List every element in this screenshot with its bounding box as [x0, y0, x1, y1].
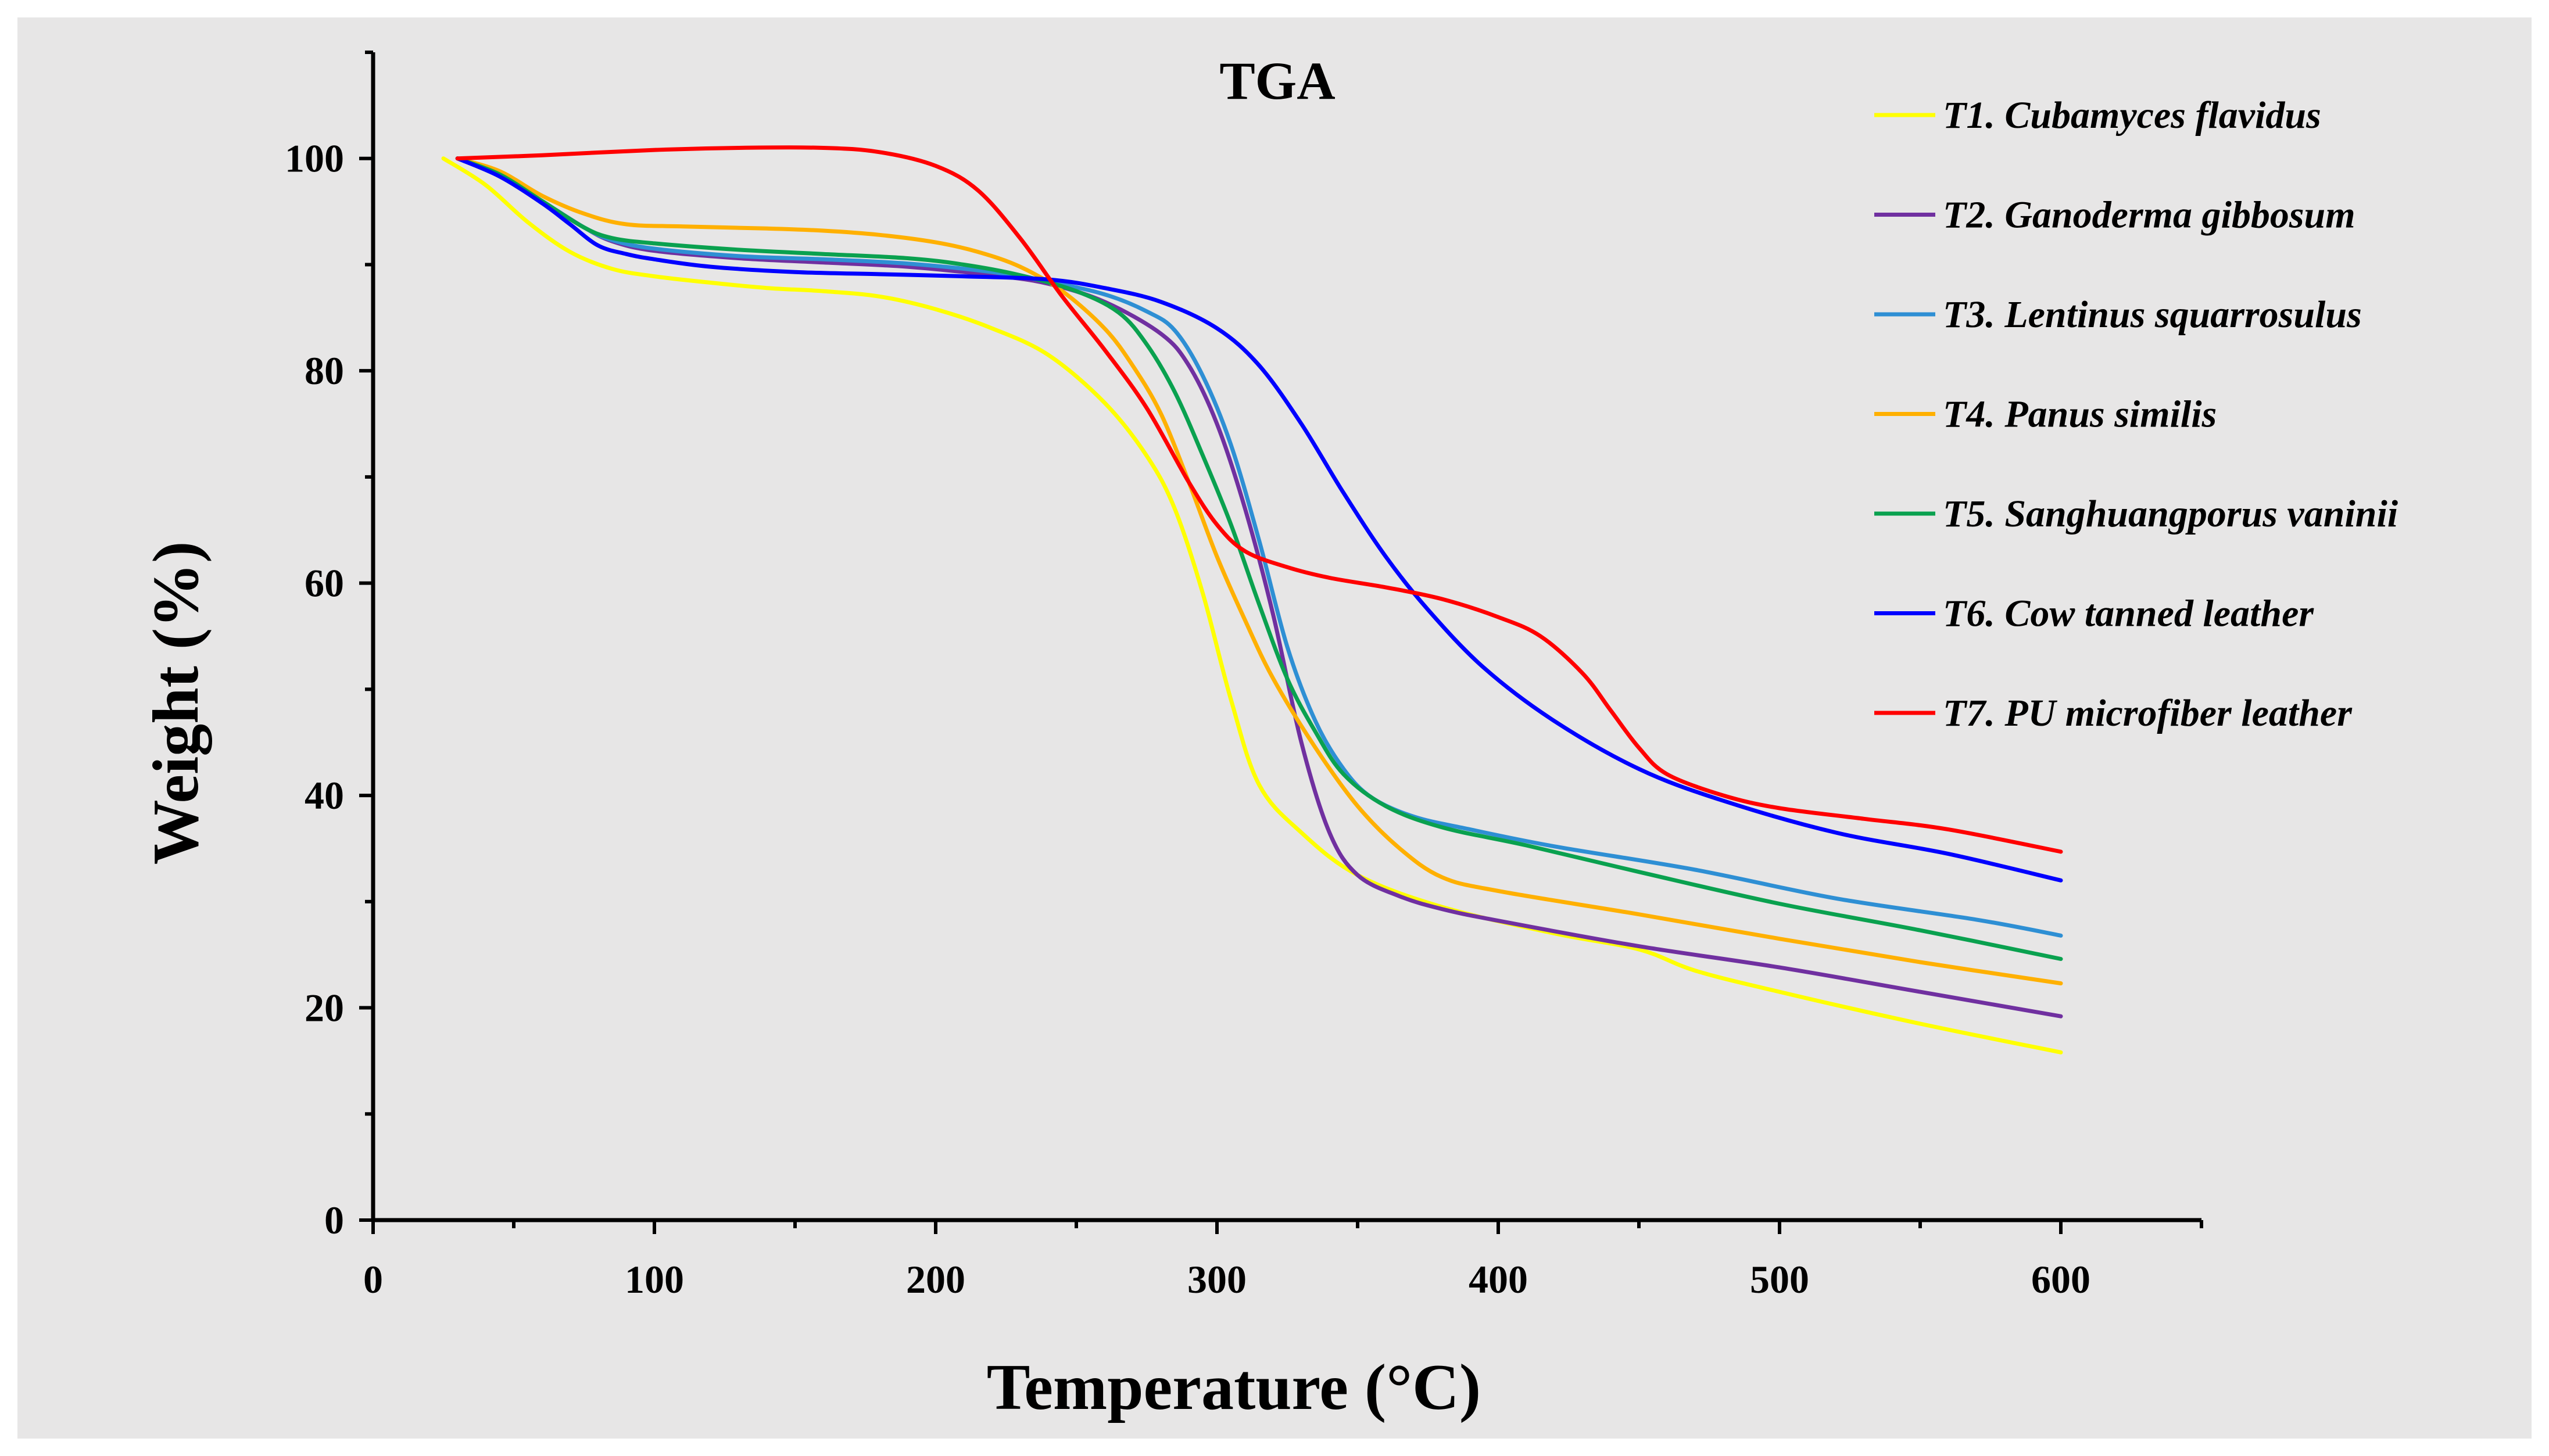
legend-label-t3: T3. Lentinus squarrosulus [1943, 293, 2362, 336]
x-tick-label: 0 [363, 1257, 383, 1301]
axes [371, 52, 2201, 1222]
tga-chart: 0 20 40 60 80 100 0 100 200 300 400 500 600 TGA Temp… [140, 51, 2398, 1423]
legend-label-t4: T4. Panus similis [1943, 393, 2217, 436]
y-tick-label: 20 [305, 986, 344, 1030]
series-line-t4 [455, 156, 2063, 985]
y-tick-label: 0 [324, 1198, 344, 1242]
legend-label-t6: T6. Cow tanned leather [1943, 593, 2314, 635]
plot-panel: 0 20 40 60 80 100 0 100 200 300 400 500 600 TGA Temp… [17, 17, 2532, 1439]
x-tick-label: 100 [625, 1257, 684, 1301]
legend-label-t1: T1. Cubamyces flavidus [1943, 94, 2321, 137]
x-tick-label: 600 [2031, 1257, 2090, 1301]
x-tick-label: 500 [1750, 1257, 1809, 1301]
series-line-t7 [455, 145, 2063, 854]
legend-label-t2: T2. Ganoderma gibbosum [1943, 194, 2355, 236]
y-tick-label: 40 [305, 773, 344, 817]
series-group [441, 145, 2063, 1055]
series-line-t1 [441, 156, 2063, 1055]
series-line-t6 [455, 156, 2063, 883]
y-tick-label: 60 [305, 561, 344, 605]
x-tick-label: 400 [1469, 1257, 1528, 1301]
series-line-t2 [455, 156, 2063, 1019]
y-axis-label: Weight (%) [140, 541, 212, 865]
legend-label-t7: T7. PU microfiber leather [1943, 692, 2353, 734]
ticks: 0 20 40 60 80 100 0 100 200 300 400 500 600 [285, 51, 2203, 1301]
legend-label-t5: T5. Sanghuangporus vaninii [1943, 493, 2398, 535]
y-tick-label: 80 [305, 349, 344, 393]
series-line-t5 [455, 156, 2063, 961]
series-line-t3 [455, 156, 2063, 938]
x-axis-label: Temperature (°C) [987, 1351, 1481, 1423]
x-tick-label: 200 [906, 1257, 965, 1301]
x-tick-label: 300 [1187, 1257, 1247, 1301]
y-tick-label: 100 [285, 137, 344, 181]
legend: T1. Cubamyces flavidus T2. Ganoderma gibb… [1874, 94, 2398, 734]
chart-title: TGA [1219, 51, 1335, 110]
